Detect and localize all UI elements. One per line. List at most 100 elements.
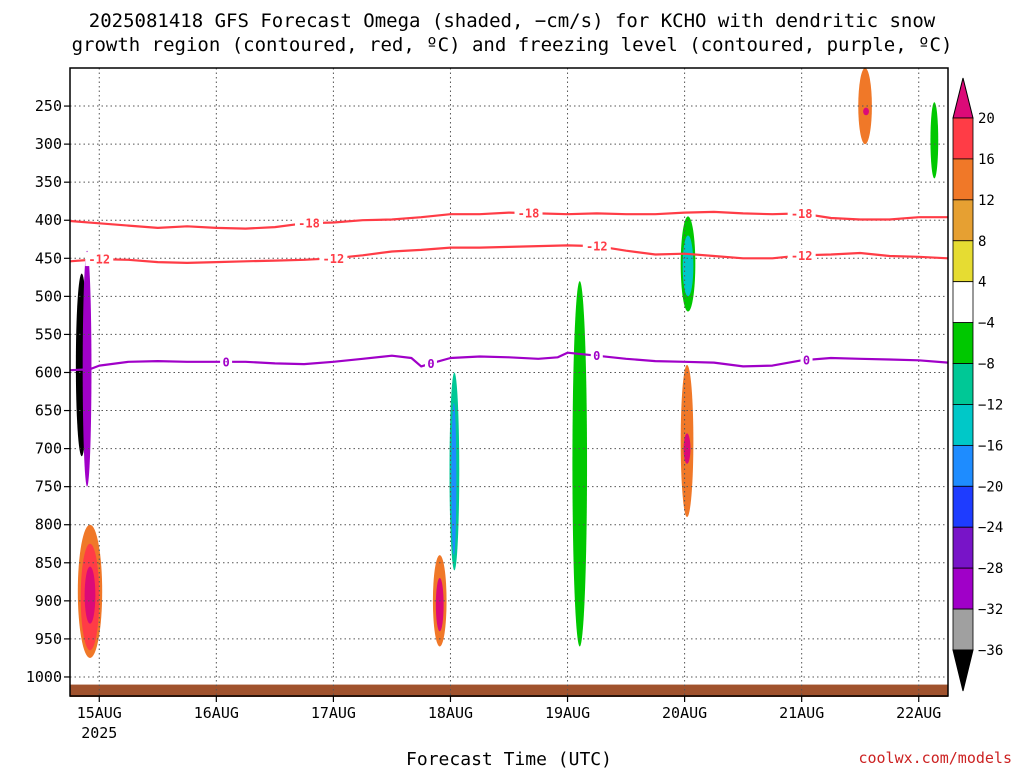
x-tick-label: 19AUG [545,704,590,722]
contour-label-bg [85,252,114,267]
omega-blob [435,578,444,632]
colorbar-label: −24 [978,520,1003,536]
chart-title-line-1: 2025081418 GFS Forecast Omega (shaded, −… [89,10,936,32]
contour-label-bg [787,248,816,263]
contour-label: 0 [222,355,229,369]
y-tick-label: 850 [35,554,62,572]
colorbar-swatch [952,363,974,405]
x-tick-label: 21AUG [779,704,824,722]
y-tick-label: 500 [35,287,62,305]
contour-label-bg [800,352,813,367]
y-tick-label: 650 [35,402,62,420]
colorbar-swatch [952,526,974,569]
colorbar-label: −12 [978,397,1003,413]
colorbar-swatch [952,322,974,364]
contour-label-bg [787,206,816,221]
omega-blob [930,102,939,179]
contour-label: 0 [593,349,600,363]
colorbar-label: 16 [978,152,995,168]
contour-label-bg [295,216,324,231]
gridlines [70,68,948,696]
x-tick-label: 18AUG [428,704,473,722]
x-tick-label: 20AUG [662,704,707,722]
colorbar-label: −28 [978,561,1003,577]
contour-label-bg [220,354,233,369]
omega-colorbar: 20 16 12 8 4 −4 −8 −12 −16 −20 −24 −28 −32 −36 [952,77,1003,692]
plot-area: -18 -18 -18 -12 -12 -12 -12 0 0 0 0 [69,67,949,697]
y-tick-label: 600 [35,363,62,381]
omega-blob [858,68,872,145]
y-tick-label: 900 [35,592,62,610]
omega-blob [863,107,869,116]
contour-line-0 [69,351,949,372]
y-tick-label: 250 [35,97,62,115]
x-tick-label: 16AUG [194,704,239,722]
omega-blob [451,402,457,556]
colorbar-label: −20 [978,479,1003,495]
colorbar-swatch [952,567,974,610]
y-tick-label: 700 [35,440,62,458]
x-tick-label: 15AUG [77,704,122,722]
credit-text: coolwx.com/models [858,749,1012,767]
contour-label-bg [590,348,603,363]
y-tick-label: 800 [35,516,62,534]
contour-label: -12 [88,253,110,267]
chart-title-line-2: growth region (contoured, red, ºC) and f… [72,34,953,56]
temperature-contours: -18 -18 -18 -12 -12 -12 -12 0 0 0 0 [69,206,949,372]
time-axis: 15AUG 2025 16AUG 17AUG 18AUG 19AUG 20AUG 21AUG 2… [77,696,941,742]
y-tick-label: 350 [35,173,62,191]
x-tick-label: 17AUG [311,704,356,722]
contour-label: -12 [791,249,813,263]
contour-label-bg [424,356,437,371]
colorbar-label: −36 [978,643,1003,659]
y-tick-label: 300 [35,135,62,153]
colorbar-swatch [952,117,974,160]
ground-layer [70,684,948,697]
contour-label-bg [582,239,611,254]
y-tick-label: 550 [35,325,62,343]
colorbar-swatch [952,158,974,201]
colorbar-label: 20 [978,111,995,127]
y-tick-label: 750 [35,478,62,496]
y-tick-label: 450 [35,249,62,267]
ground-fill [70,684,948,697]
y-tick-label: 1000 [26,668,62,686]
pressure-axis: 250 300 350 400 450 500 550 600 650 700 750 800 850 9… [26,97,70,686]
y-tick-label: 400 [35,211,62,229]
contour-label: 0 [803,353,810,367]
colorbar-swatch [952,608,974,651]
contour-label-bg [514,206,543,221]
plot-frame [69,67,949,697]
colorbar-label: −16 [978,438,1003,454]
x-tick-label: 22AUG [896,704,941,722]
contour-label: -18 [298,217,320,231]
colorbar-label: −8 [978,357,995,373]
omega-blob [572,281,588,647]
colorbar-swatch [952,281,974,324]
colorbar-label: −4 [978,316,995,332]
x-tick-sublabel: 2025 [81,724,117,742]
colorbar-swatch [952,404,974,446]
x-axis-title: Forecast Time (UTC) [406,749,612,768]
contour-label-bg [319,251,348,266]
colorbar-bottom-arrow [952,649,974,692]
plot-background [70,68,948,696]
colorbar-swatch [952,444,974,487]
colorbar-label: 4 [978,275,986,291]
y-tick-label: 950 [35,630,62,648]
colorbar-top-arrow [952,77,974,119]
colorbar-label: 8 [978,234,986,250]
contour-label: -12 [323,252,345,266]
omega-blob [682,235,694,297]
contour-label: 0 [427,357,434,371]
contour-label: -18 [791,207,813,221]
colorbar-label: −32 [978,602,1003,618]
contour-label: -18 [518,207,540,221]
colorbar-swatch [952,240,974,283]
omega-blob [84,566,96,624]
colorbar-swatch [952,485,974,528]
contour-label: -12 [586,240,608,254]
colorbar-label: 12 [978,193,995,209]
colorbar-swatch [952,199,974,242]
